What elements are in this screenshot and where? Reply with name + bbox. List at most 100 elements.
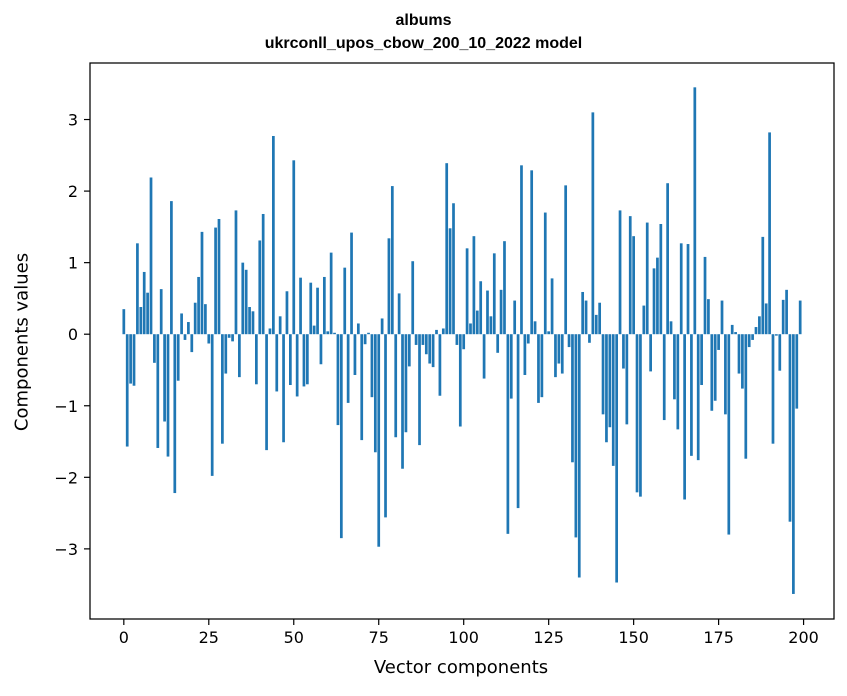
bar-component-140 — [598, 302, 602, 335]
bar-component-40 — [258, 240, 262, 335]
bars-group — [122, 87, 802, 594]
bar-component-53 — [302, 334, 306, 387]
bar-component-35 — [241, 262, 245, 335]
bar-component-94 — [441, 328, 445, 335]
x-tick-label: 150 — [618, 628, 649, 647]
bar-component-189 — [764, 303, 768, 335]
bar-component-17 — [180, 313, 183, 335]
bar-component-23 — [200, 231, 204, 335]
x-tick-label: 100 — [448, 628, 479, 647]
bar-component-15 — [173, 334, 177, 494]
bar-component-188 — [761, 236, 765, 335]
bar-component-132 — [571, 334, 574, 463]
bar-component-69 — [356, 323, 360, 335]
bar-component-198 — [795, 334, 799, 409]
bar-component-14 — [170, 201, 173, 335]
bar-component-76 — [380, 318, 384, 335]
bar-component-68 — [353, 334, 357, 375]
bar-component-3 — [132, 334, 136, 386]
bar-component-101 — [465, 248, 469, 335]
bar-component-73 — [370, 334, 374, 398]
bar-component-168 — [693, 87, 697, 335]
bar-component-88 — [421, 334, 425, 345]
bar-component-139 — [594, 314, 598, 335]
bar-component-145 — [615, 334, 619, 583]
bar-component-26 — [210, 334, 214, 476]
bar-component-54 — [305, 334, 309, 385]
x-tick-label: 200 — [788, 628, 819, 647]
bar-component-178 — [727, 334, 731, 535]
bar-component-165 — [683, 334, 686, 500]
bar-component-29 — [221, 334, 224, 444]
bar-component-32 — [231, 334, 234, 342]
bar-component-6 — [142, 271, 146, 335]
y-tick-label: 1 — [68, 254, 78, 273]
bar-component-103 — [472, 236, 476, 335]
bar-component-37 — [248, 307, 251, 335]
bar-component-129 — [560, 334, 564, 374]
bar-component-18 — [183, 334, 187, 340]
bar-component-149 — [628, 216, 632, 335]
bar-component-116 — [516, 334, 520, 509]
y-axis-ticks: −3 −2 −1 0 1 2 3 — [54, 111, 90, 559]
bar-component-147 — [622, 334, 625, 369]
bar-component-114 — [509, 334, 513, 399]
bar-component-52 — [299, 277, 302, 335]
bar-component-128 — [557, 334, 561, 364]
bar-component-127 — [554, 334, 557, 378]
bar-component-110 — [496, 334, 500, 353]
bar-component-74 — [373, 334, 377, 453]
bar-component-43 — [268, 328, 272, 335]
y-tick-label: −2 — [54, 468, 78, 487]
bar-component-196 — [788, 334, 792, 522]
bar-component-55 — [309, 282, 313, 335]
bar-component-164 — [679, 243, 683, 335]
bar-component-7 — [146, 292, 149, 335]
bar-component-195 — [785, 289, 788, 335]
x-tick-label: 75 — [369, 628, 389, 647]
bar-component-85 — [411, 261, 415, 335]
bar-component-126 — [550, 278, 554, 335]
bar-component-59 — [322, 276, 326, 335]
bar-component-157 — [656, 257, 659, 335]
bar-component-34 — [238, 334, 241, 378]
bar-component-33 — [234, 210, 238, 335]
bar-component-134 — [577, 334, 581, 578]
bar-component-158 — [659, 224, 663, 335]
bar-component-107 — [486, 290, 489, 335]
bar-component-9 — [153, 334, 156, 363]
bar-component-86 — [414, 334, 418, 345]
bar-component-121 — [533, 321, 537, 335]
bar-component-186 — [754, 327, 758, 335]
bar-component-130 — [564, 185, 568, 335]
bar-component-19 — [187, 322, 190, 335]
bar-component-119 — [526, 334, 530, 344]
bar-component-184 — [747, 334, 751, 348]
bar-component-131 — [567, 334, 571, 348]
bar-component-5 — [139, 307, 143, 335]
x-tick-label: 175 — [703, 628, 734, 647]
bar-component-172 — [707, 299, 710, 335]
bar-component-182 — [741, 334, 744, 389]
bar-component-154 — [645, 222, 649, 335]
bar-component-39 — [255, 334, 258, 385]
bar-component-47 — [282, 334, 285, 443]
bar-component-75 — [377, 334, 381, 547]
bar-component-66 — [346, 334, 350, 403]
bar-component-46 — [278, 316, 282, 335]
bar-component-174 — [713, 334, 717, 401]
y-tick-label: −1 — [54, 397, 78, 416]
bar-component-97 — [452, 203, 455, 335]
bar-component-113 — [506, 334, 510, 534]
bar-component-49 — [289, 334, 292, 386]
bar-component-135 — [581, 291, 585, 335]
bar-component-89 — [424, 334, 428, 355]
bar-component-185 — [751, 334, 754, 340]
bar-component-170 — [700, 334, 703, 386]
bar-component-120 — [530, 170, 534, 335]
bar-component-48 — [285, 291, 289, 335]
bar-component-155 — [649, 334, 652, 372]
plot-frame — [89, 62, 835, 620]
bar-component-102 — [469, 323, 472, 335]
